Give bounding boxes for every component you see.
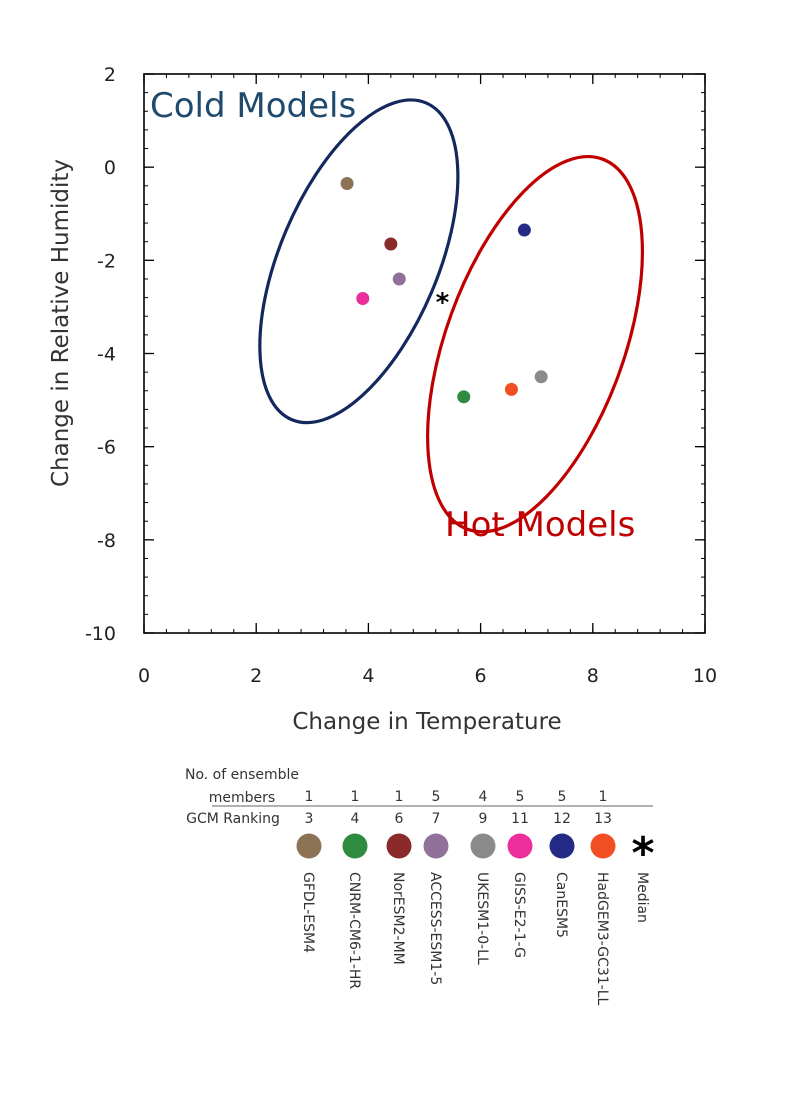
legend-ranking-value: 11 xyxy=(511,811,529,827)
legend-model-name: GFDL-ESM4 xyxy=(300,872,316,953)
legend-members-value: 1 xyxy=(305,789,314,805)
data-point xyxy=(457,390,471,404)
legend-model-name: NorESM2-MM xyxy=(390,872,406,965)
legend: No. of ensemble members GCM Ranking 13GF… xyxy=(185,767,655,1006)
data-point xyxy=(340,176,354,190)
plot-frame xyxy=(143,73,706,634)
legend-members-label-line1: No. of ensemble xyxy=(185,767,299,783)
ellipse-layer: Cold Models Hot Models xyxy=(150,86,645,545)
legend-ranking-value: 4 xyxy=(351,811,360,827)
legend-ranking-value: 7 xyxy=(432,811,441,827)
legend-ranking-value: 6 xyxy=(395,811,404,827)
data-point xyxy=(356,292,370,306)
legend-ranking-value: 9 xyxy=(479,811,488,827)
data-point xyxy=(517,223,531,237)
y-tick-label: -4 xyxy=(97,344,116,366)
legend-swatch xyxy=(470,833,496,859)
legend-ranking-value: 13 xyxy=(594,811,612,827)
legend-members-value: 4 xyxy=(479,789,488,805)
legend-swatch xyxy=(590,833,616,859)
legend-ranking-value: 3 xyxy=(305,811,314,827)
x-tick-label: 10 xyxy=(693,665,717,687)
legend-members-label-line2: members xyxy=(209,790,275,806)
cold-models-label: Cold Models xyxy=(150,86,356,126)
legend-swatch xyxy=(507,833,533,859)
legend-members-value: 5 xyxy=(516,789,525,805)
legend-ranking-label: GCM Ranking xyxy=(186,811,280,827)
y-tick-label: -8 xyxy=(97,530,116,552)
y-tick-label: -2 xyxy=(97,250,116,272)
legend-swatch xyxy=(549,833,575,859)
legend-model-name: HadGEM3-GC31-LL xyxy=(594,872,610,1006)
y-tick-label: 0 xyxy=(104,157,116,179)
hot-models-label: Hot Models xyxy=(445,505,635,545)
data-point xyxy=(504,382,518,396)
legend-model-name: GISS-E2-1-G xyxy=(511,872,527,958)
y-tick-label: 2 xyxy=(104,64,116,86)
x-tick-label: 4 xyxy=(362,665,374,687)
legend-ranking-value: 12 xyxy=(553,811,571,827)
legend-swatch xyxy=(386,833,412,859)
x-tick-label: 2 xyxy=(250,665,262,687)
legend-swatch xyxy=(342,833,368,859)
y-axis-label: Change in Relative Humidity xyxy=(48,159,74,487)
y-tick-label: -10 xyxy=(85,623,116,645)
median-marker: * xyxy=(436,288,450,318)
legend-members-value: 1 xyxy=(395,789,404,805)
legend-swatch xyxy=(296,833,322,859)
x-tick-label: 6 xyxy=(475,665,487,687)
points-layer: * xyxy=(340,176,548,404)
axis-labels: Change in Temperature Change in Relative… xyxy=(48,159,562,735)
x-tick-label: 0 xyxy=(138,665,150,687)
legend-model-name: UKESM1-0-LL xyxy=(474,872,490,965)
legend-model-name: CanESM5 xyxy=(553,872,569,938)
legend-members-value: 1 xyxy=(599,789,608,805)
hot-models-ellipse xyxy=(426,154,645,534)
legend-model-name: CNRM-CM6-1-HR xyxy=(346,872,362,989)
data-point xyxy=(384,237,398,251)
data-point xyxy=(534,370,548,384)
cold-models-ellipse xyxy=(258,98,460,425)
axes: 0 2 4 6 8 10 2 0 -2 -4 -6 -8 -10 xyxy=(85,64,717,687)
x-tick-label: 8 xyxy=(587,665,599,687)
x-axis-label: Change in Temperature xyxy=(292,709,561,735)
y-tick-label: -6 xyxy=(97,437,116,459)
legend-members-value: 1 xyxy=(351,789,360,805)
legend-swatch xyxy=(423,833,449,859)
data-point xyxy=(392,272,406,286)
legend-members-value: 5 xyxy=(558,789,567,805)
legend-model-name: ACCESS-ESM1-5 xyxy=(427,872,443,985)
legend-median-symbol: * xyxy=(631,828,654,879)
legend-model-name: Median xyxy=(634,872,650,923)
legend-members-value: 5 xyxy=(432,789,441,805)
